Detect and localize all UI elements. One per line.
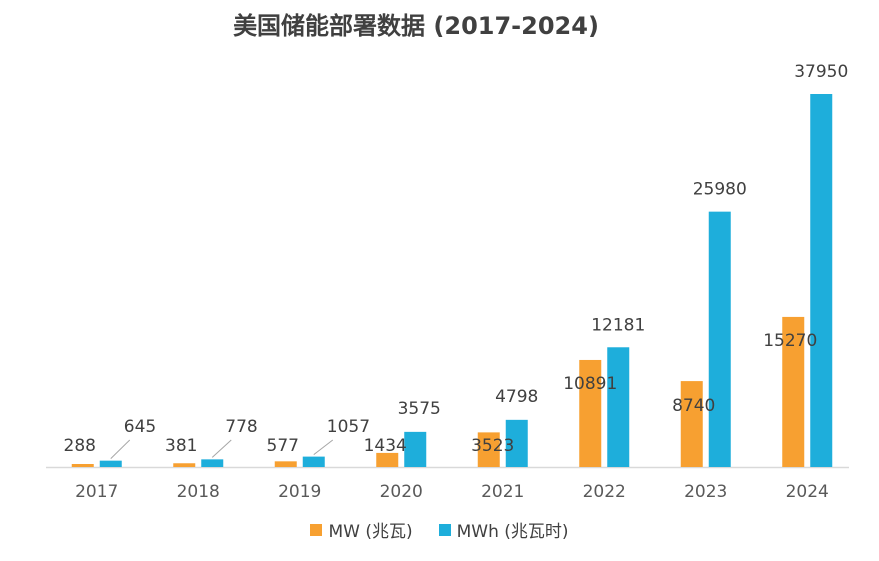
data-label-mw-2022: 10891 xyxy=(563,374,617,394)
leader-line-2018 xyxy=(211,439,232,458)
bar-mw-2017 xyxy=(71,464,94,467)
bar-mwh-2021 xyxy=(505,419,528,467)
bar-mw-2022 xyxy=(579,359,602,467)
data-label-mwh-2019: 1057 xyxy=(327,417,370,437)
data-label-mwh-2024: 37950 xyxy=(794,62,848,82)
legend-item-mw: MW (兆瓦) xyxy=(310,517,413,542)
x-tick-label-2017: 2017 xyxy=(75,482,118,502)
data-label-mwh-2022: 12181 xyxy=(591,315,645,335)
data-label-mwh-2023: 25980 xyxy=(693,180,747,200)
bar-mwh-2024 xyxy=(810,94,833,467)
data-label-mw-2024: 15270 xyxy=(763,331,817,351)
bar-mwh-2019 xyxy=(302,456,325,467)
legend-swatch-mw xyxy=(310,523,323,536)
bar-mwh-2018 xyxy=(201,459,224,467)
bar-mw-2021 xyxy=(477,432,500,467)
bar-mwh-2022 xyxy=(607,347,630,467)
bar-mw-2020 xyxy=(376,452,399,467)
bar-mw-2019 xyxy=(274,461,297,467)
x-tick-label-2019: 2019 xyxy=(278,482,321,502)
bar-mw-2023 xyxy=(680,381,703,467)
legend: MW (兆瓦) MWh (兆瓦时) xyxy=(0,517,879,542)
x-tick-label-2021: 2021 xyxy=(481,482,524,502)
legend-label-mw: MW (兆瓦) xyxy=(328,522,413,542)
bar-mw-2018 xyxy=(173,463,196,467)
bar-mw-2024 xyxy=(782,316,805,467)
data-label-mw-2020: 1434 xyxy=(364,436,407,456)
data-label-mwh-2020: 3575 xyxy=(398,399,441,419)
legend-label-mwh: MWh (兆瓦时) xyxy=(456,522,569,542)
x-tick-label-2020: 2020 xyxy=(380,482,423,502)
bar-mwh-2017 xyxy=(99,460,122,467)
bar-mwh-2020 xyxy=(404,431,427,467)
data-label-mwh-2017: 645 xyxy=(124,417,156,437)
data-label-mw-2017: 288 xyxy=(64,436,96,456)
bar-chart: 2017 288 645 2018 381 778 2019 577 1057 2020 1434 3… xyxy=(46,62,849,502)
x-tick-label-2022: 2022 xyxy=(583,482,626,502)
legend-item-mwh: MWh (兆瓦时) xyxy=(438,517,569,542)
data-label-mw-2023: 8740 xyxy=(672,396,715,416)
chart-title: 美国储能部署数据 (2017-2024) xyxy=(233,12,599,40)
x-tick-label-2023: 2023 xyxy=(684,482,727,502)
x-tick-label-2018: 2018 xyxy=(177,482,220,502)
data-label-mwh-2018: 778 xyxy=(225,417,257,437)
leader-line-2019 xyxy=(313,439,334,456)
data-label-mwh-2021: 4798 xyxy=(495,387,538,407)
bar-mwh-2023 xyxy=(708,211,731,467)
x-tick-label-2024: 2024 xyxy=(786,482,829,502)
leader-line-2017 xyxy=(110,439,131,460)
data-label-mw-2018: 381 xyxy=(165,436,197,456)
data-label-mw-2021: 3523 xyxy=(471,436,514,456)
data-label-mw-2019: 577 xyxy=(267,436,299,456)
legend-swatch-mwh xyxy=(438,523,451,536)
